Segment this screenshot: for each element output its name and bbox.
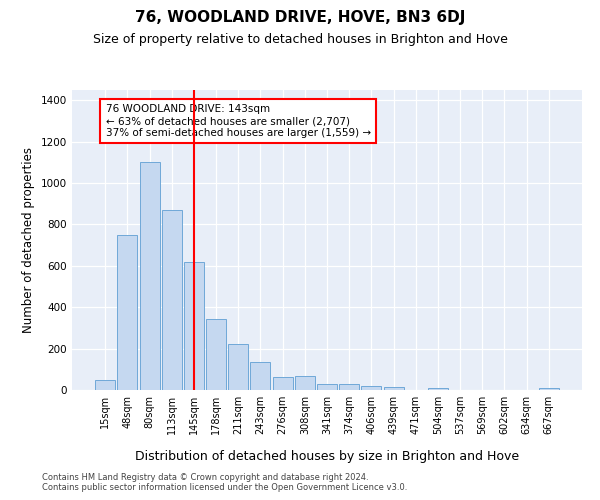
Bar [95, 380, 115, 390]
Bar [539, 388, 559, 390]
Bar [184, 262, 204, 390]
Y-axis label: Number of detached properties: Number of detached properties [22, 147, 35, 333]
Bar [228, 344, 248, 390]
Bar [118, 235, 137, 390]
Bar [428, 388, 448, 390]
Bar [140, 162, 160, 390]
Bar [339, 384, 359, 390]
Text: Size of property relative to detached houses in Brighton and Hove: Size of property relative to detached ho… [92, 32, 508, 46]
Bar [295, 376, 315, 390]
Bar [361, 386, 382, 390]
Bar [206, 318, 226, 390]
Text: Distribution of detached houses by size in Brighton and Hove: Distribution of detached houses by size … [135, 450, 519, 463]
Text: 76, WOODLAND DRIVE, HOVE, BN3 6DJ: 76, WOODLAND DRIVE, HOVE, BN3 6DJ [135, 10, 465, 25]
Bar [162, 210, 182, 390]
Text: 76 WOODLAND DRIVE: 143sqm
← 63% of detached houses are smaller (2,707)
37% of se: 76 WOODLAND DRIVE: 143sqm ← 63% of detac… [106, 104, 371, 138]
Text: Contains HM Land Registry data © Crown copyright and database right 2024.
Contai: Contains HM Land Registry data © Crown c… [42, 473, 407, 492]
Bar [383, 387, 404, 390]
Bar [317, 384, 337, 390]
Bar [250, 362, 271, 390]
Bar [272, 376, 293, 390]
